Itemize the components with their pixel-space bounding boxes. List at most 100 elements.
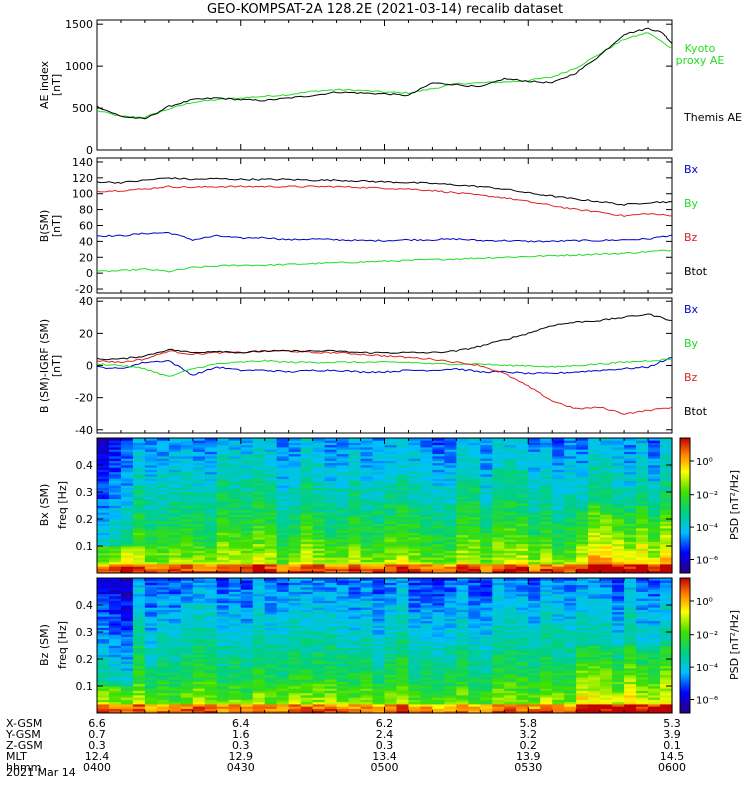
spectrogram-cell bbox=[252, 537, 266, 540]
spectrogram-cell bbox=[444, 566, 457, 569]
spectrogram-cell bbox=[420, 496, 434, 500]
spectrogram-cell bbox=[300, 449, 314, 452]
spectrogram-cell bbox=[324, 453, 338, 457]
spectrogram-cell bbox=[240, 465, 254, 468]
spectrogram-cell bbox=[288, 550, 302, 554]
spectrogram-cell bbox=[384, 487, 398, 491]
spectrogram-cell bbox=[384, 552, 398, 556]
spectrogram-cell bbox=[408, 570, 422, 574]
spectrogram-cell bbox=[108, 449, 122, 452]
spectrogram-cell bbox=[468, 537, 481, 540]
spectrogram-cell bbox=[468, 478, 481, 482]
spectrogram-cell bbox=[504, 561, 517, 565]
spectrogram-cell bbox=[324, 512, 338, 515]
spectrogram-cell bbox=[480, 469, 493, 473]
spectrogram-cell bbox=[240, 541, 254, 545]
spectrogram-cell bbox=[312, 474, 326, 477]
spectrogram-cell bbox=[456, 467, 469, 470]
spectrogram-cell bbox=[528, 510, 541, 513]
spectrogram-cell bbox=[408, 559, 422, 563]
y-tick-label: 0 bbox=[86, 267, 93, 280]
spectrogram-cell bbox=[456, 546, 469, 549]
spectrogram-cell bbox=[528, 521, 541, 524]
spectrogram-cell bbox=[264, 514, 278, 518]
spectrogram-cell bbox=[408, 483, 422, 486]
spectrogram-cell bbox=[420, 489, 434, 493]
spectrogram-cell bbox=[492, 476, 505, 479]
spectrogram-cell bbox=[108, 543, 122, 547]
legend-b-by: By bbox=[684, 197, 699, 210]
spectrogram-cell bbox=[504, 512, 517, 515]
spectrogram-cell bbox=[468, 447, 481, 450]
spectrogram-cell bbox=[312, 557, 326, 560]
spectrogram-cell bbox=[420, 485, 434, 488]
spectrogram-cell bbox=[492, 548, 505, 551]
spectrogram-cell bbox=[240, 449, 254, 452]
spectrogram-cell bbox=[264, 521, 278, 524]
spectrogram-cell bbox=[168, 494, 182, 497]
spectrogram-cell bbox=[456, 559, 469, 563]
spectrogram-cell bbox=[408, 555, 422, 558]
spectrogram-cell bbox=[456, 532, 469, 536]
spectrogram-cell bbox=[324, 447, 338, 450]
spectrogram-cell bbox=[252, 487, 266, 491]
spectrogram-cell bbox=[97, 447, 110, 450]
spectrogram-cell bbox=[432, 557, 445, 560]
spectrogram-cell bbox=[384, 476, 398, 479]
spectrogram-cell bbox=[156, 483, 170, 486]
spectrogram-cell bbox=[420, 570, 434, 574]
spectrogram-cell bbox=[252, 483, 266, 486]
spectrogram-cell bbox=[252, 451, 266, 455]
spectrogram-cell bbox=[300, 530, 314, 533]
spectrogram-cell bbox=[132, 534, 146, 538]
spectrogram-cell bbox=[204, 534, 218, 538]
spectrogram-cell bbox=[144, 555, 158, 558]
spectrogram-cell bbox=[528, 559, 541, 563]
spectrogram-cell bbox=[480, 559, 493, 563]
spectrogram-cell bbox=[240, 519, 254, 522]
spectrogram-cell bbox=[516, 489, 529, 493]
spectrogram-cell bbox=[516, 453, 529, 457]
spectrogram-cell bbox=[396, 525, 410, 529]
spectrogram-cell bbox=[192, 503, 206, 506]
spectrogram-cell bbox=[528, 555, 541, 558]
spectrogram-cell bbox=[228, 498, 242, 502]
spectrogram-cell bbox=[312, 519, 326, 522]
spectrogram-cell bbox=[528, 462, 541, 466]
spectrogram-cell bbox=[216, 530, 230, 533]
spectrogram-cell bbox=[156, 555, 170, 558]
spectrogram-cell bbox=[312, 523, 326, 527]
spectrogram-cell bbox=[324, 440, 338, 443]
spectrogram-cell bbox=[432, 525, 445, 529]
spectrogram-cell bbox=[324, 460, 338, 464]
spectrogram-cell bbox=[324, 532, 338, 536]
spectrogram-cell bbox=[396, 465, 410, 468]
spectrogram-cell bbox=[324, 570, 338, 574]
spectrogram-cell bbox=[516, 451, 529, 455]
spectrogram-cell bbox=[372, 528, 386, 531]
spectrogram-cell bbox=[456, 444, 469, 448]
spectrogram-cell bbox=[468, 471, 481, 475]
spectrogram-cell bbox=[360, 444, 374, 448]
spectrogram-cell bbox=[192, 485, 206, 488]
spectrogram-cell bbox=[408, 485, 422, 488]
spectrogram-cell bbox=[372, 514, 386, 518]
spectrogram-cell bbox=[492, 451, 505, 455]
spectrogram-cell bbox=[360, 507, 374, 511]
spectrogram-cell bbox=[432, 492, 445, 495]
spectrogram-cell bbox=[480, 548, 493, 551]
spectrogram-cell bbox=[120, 501, 134, 504]
spectrogram-cell bbox=[432, 447, 445, 450]
spectrogram-cell bbox=[312, 494, 326, 497]
spectrogram-cell bbox=[192, 449, 206, 452]
spectrogram-cell bbox=[396, 528, 410, 531]
y-tick-label: -40 bbox=[75, 424, 93, 437]
spectrogram-cell bbox=[408, 548, 422, 551]
spectrogram-cell bbox=[156, 449, 170, 452]
spectrogram-cell bbox=[456, 555, 469, 558]
spectrogram-cell bbox=[144, 485, 158, 488]
spectrogram-cell bbox=[348, 471, 362, 475]
spectrogram-cell bbox=[348, 519, 362, 522]
spectrogram-cell bbox=[276, 460, 290, 464]
spectrogram-cell bbox=[156, 537, 170, 540]
